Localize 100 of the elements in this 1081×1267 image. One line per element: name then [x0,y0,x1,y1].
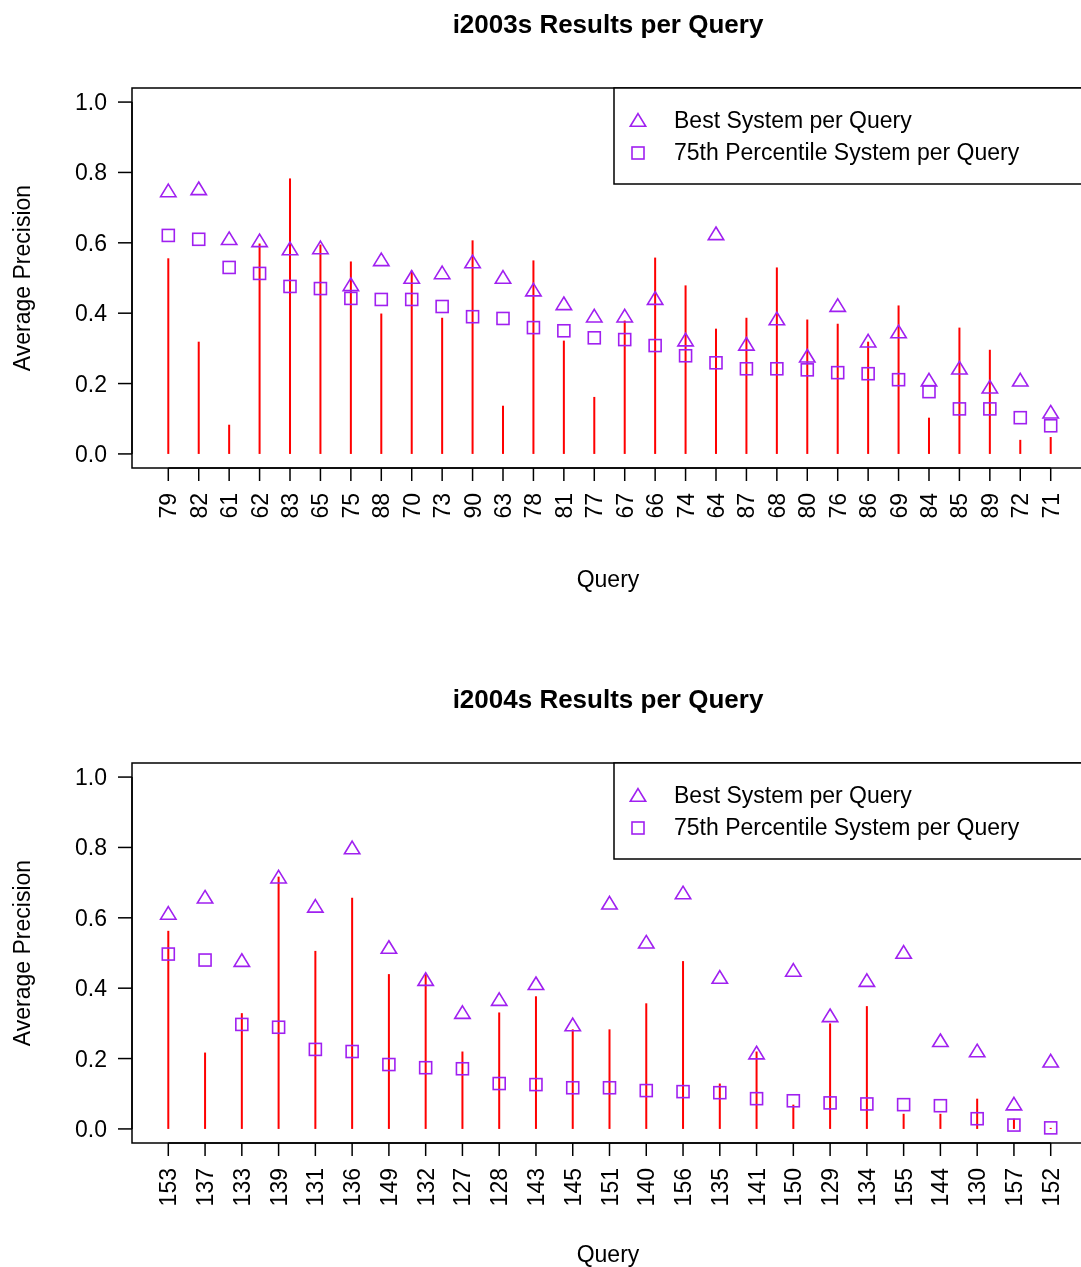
point [529,1077,543,1092]
x-tick-label: 74 [672,492,699,519]
bar [806,319,809,454]
point [464,254,482,269]
x-tick-label: 153 [155,1168,182,1207]
point [1042,404,1060,419]
point [372,252,390,267]
bar [167,930,170,1129]
bar [319,244,322,454]
bar [167,258,170,454]
x-tick-label: 139 [265,1168,292,1207]
point [380,939,398,955]
x-tick-label: 63 [490,493,516,519]
point [676,1084,690,1099]
point [749,1091,764,1106]
bar [755,1051,758,1129]
point [968,1043,986,1058]
x-tick-label: 151 [596,1168,623,1207]
point [858,973,876,988]
point [784,962,802,977]
point [526,320,541,335]
bar [902,1113,905,1129]
chart-title: i2004s Results per Query [452,684,764,714]
x-tick-label: 69 [885,493,912,519]
point [233,952,251,968]
x-tick-label: 83 [277,493,304,519]
point [283,279,297,294]
x-tick-label: 70 [398,493,425,519]
point [404,292,419,307]
point [311,240,329,255]
point [952,402,967,416]
point [737,336,755,351]
point [981,379,999,394]
point [342,277,360,292]
x-axis-title: Query [576,566,640,592]
x-tick-label: 87 [733,493,760,519]
point [585,308,603,323]
point [198,953,212,967]
x-tick-label: 136 [339,1168,366,1207]
x-tick-label: 89 [976,493,1003,519]
x-tick-label: 65 [307,493,334,519]
bar [502,405,504,454]
point [950,360,968,375]
x-tick-label: 129 [817,1168,844,1207]
point [1042,1053,1060,1068]
point [565,1080,580,1095]
point [616,308,634,323]
y-tick-label: 0.8 [75,159,107,186]
x-axis-title: Query [576,1241,640,1267]
point [970,1111,984,1126]
point [639,1083,654,1098]
bar [532,260,535,454]
bar [349,261,352,454]
bar [829,1023,832,1129]
x-tick-label: 155 [890,1168,917,1207]
bar [654,257,657,454]
bar [593,396,596,454]
x-tick-label: 144 [927,1167,954,1207]
bar [461,1051,464,1129]
point [707,226,725,241]
x-tick-label: 130 [964,1168,991,1207]
bar [867,341,870,454]
point [1011,372,1029,387]
point [343,840,361,855]
point [159,183,177,198]
point [557,323,571,338]
point [983,402,997,416]
x-tick-label: 73 [429,493,456,519]
x-tick-label: 145 [559,1168,586,1207]
point [800,363,815,377]
point [496,311,510,326]
point [713,1085,727,1100]
point [1013,410,1028,425]
x-tick-label: 88 [368,493,395,519]
bar [927,417,930,454]
point [374,292,389,307]
y-tick-label: 0.0 [75,440,107,467]
bar [240,1013,243,1129]
y-tick-label: 1.0 [75,89,107,116]
bar [387,974,390,1129]
x-tick-label: 72 [1007,493,1034,519]
y-tick-label: 1.0 [75,764,107,791]
bar [228,424,231,454]
point [617,332,632,347]
y-tick-label: 0.6 [75,229,107,256]
x-tick-label: 85 [946,493,973,519]
point [859,333,877,348]
point [564,1017,582,1032]
bar [204,1052,207,1129]
point [492,1076,506,1091]
bar [351,897,354,1129]
bar [988,349,991,454]
point [252,266,267,281]
x-tick-label: 141 [743,1168,770,1207]
point [748,1045,766,1060]
x-tick-label: 149 [375,1168,402,1207]
bar [380,313,383,454]
point [891,372,906,387]
x-tick-label: 66 [642,493,669,519]
point [646,290,664,306]
